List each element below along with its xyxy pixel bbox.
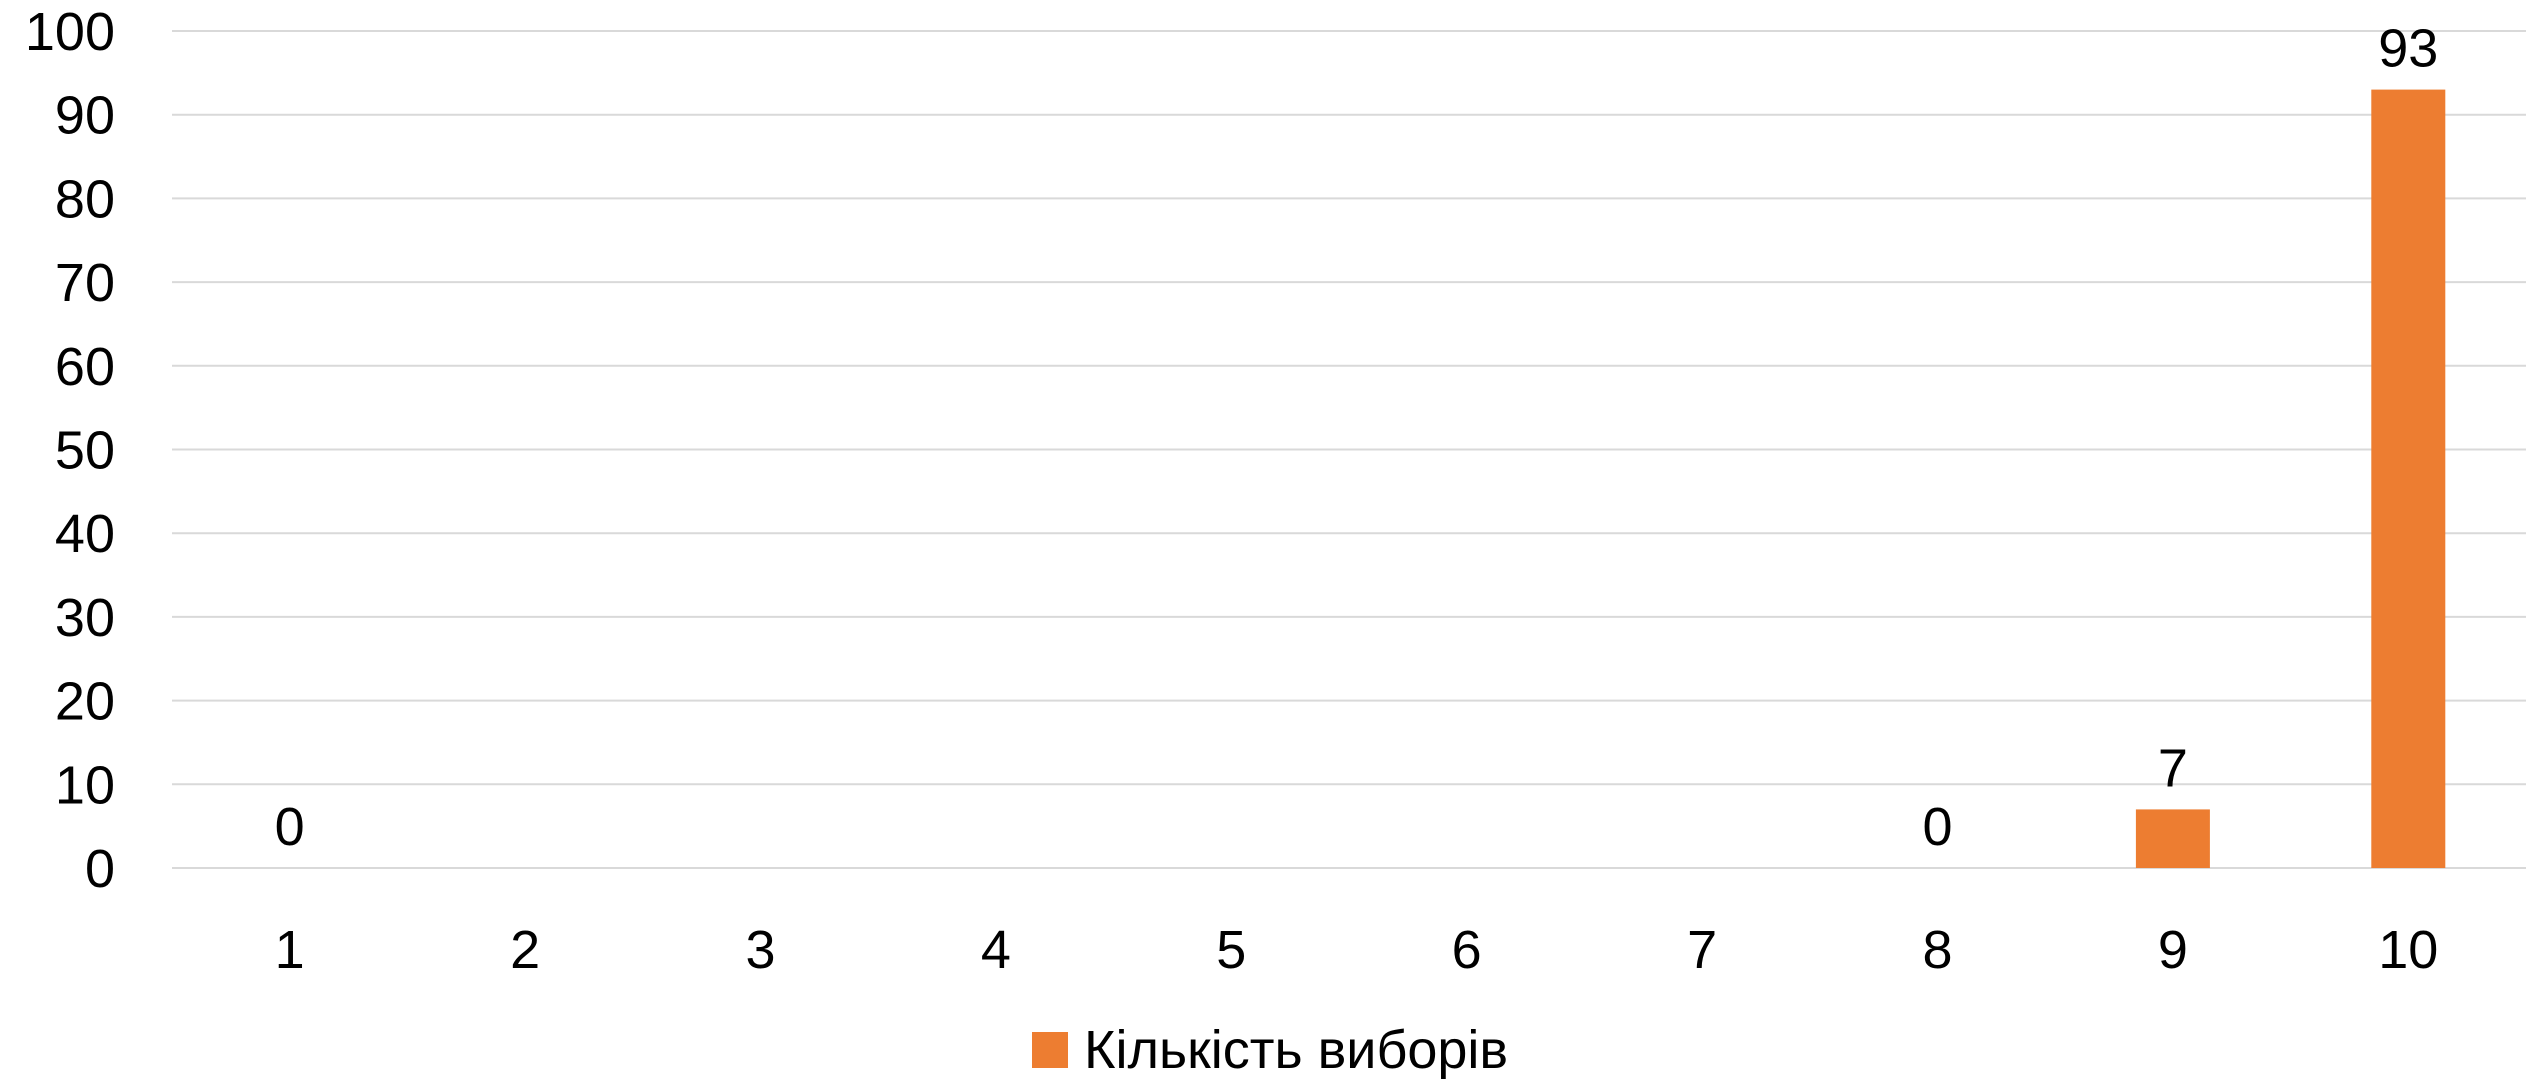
x-tick-label: 1 [275,920,305,980]
bar [2135,809,2210,868]
bar-series [2135,89,2446,869]
y-tick-label: 10 [55,755,115,815]
bar [2371,89,2446,869]
x-tick-label: 3 [745,920,775,980]
x-tick-label: 5 [1216,920,1246,980]
data-label: 93 [2378,19,2438,79]
x-tick-label: 10 [2378,920,2438,980]
y-tick-label: 100 [25,2,115,62]
y-axis-tick-labels: 0 10 20 30 40 50 60 70 80 90 100 [25,2,115,899]
y-tick-label: 50 [55,421,115,481]
y-tick-label: 0 [85,839,115,899]
x-tick-label: 7 [1687,920,1717,980]
y-tick-label: 30 [55,588,115,648]
data-label: 0 [275,797,305,857]
legend: Кількість виборів [1032,1020,1508,1080]
data-labels: 0 0 7 93 [275,19,2439,857]
y-tick-label: 90 [55,86,115,146]
y-tick-label: 70 [55,253,115,313]
y-tick-label: 20 [55,672,115,732]
x-tick-label: 4 [981,920,1011,980]
x-tick-label: 9 [2158,920,2188,980]
data-label: 0 [1922,797,1952,857]
gridlines [172,30,2526,869]
x-tick-label: 2 [510,920,540,980]
legend-label: Кількість виборів [1084,1020,1508,1080]
y-tick-label: 60 [55,337,115,397]
x-axis-tick-labels: 1 2 3 4 5 6 7 8 9 10 [275,920,2439,980]
y-tick-label: 40 [55,504,115,564]
y-tick-label: 80 [55,169,115,229]
x-tick-label: 8 [1922,920,1952,980]
data-label: 7 [2158,738,2188,798]
legend-swatch [1032,1032,1068,1068]
x-tick-label: 6 [1452,920,1482,980]
